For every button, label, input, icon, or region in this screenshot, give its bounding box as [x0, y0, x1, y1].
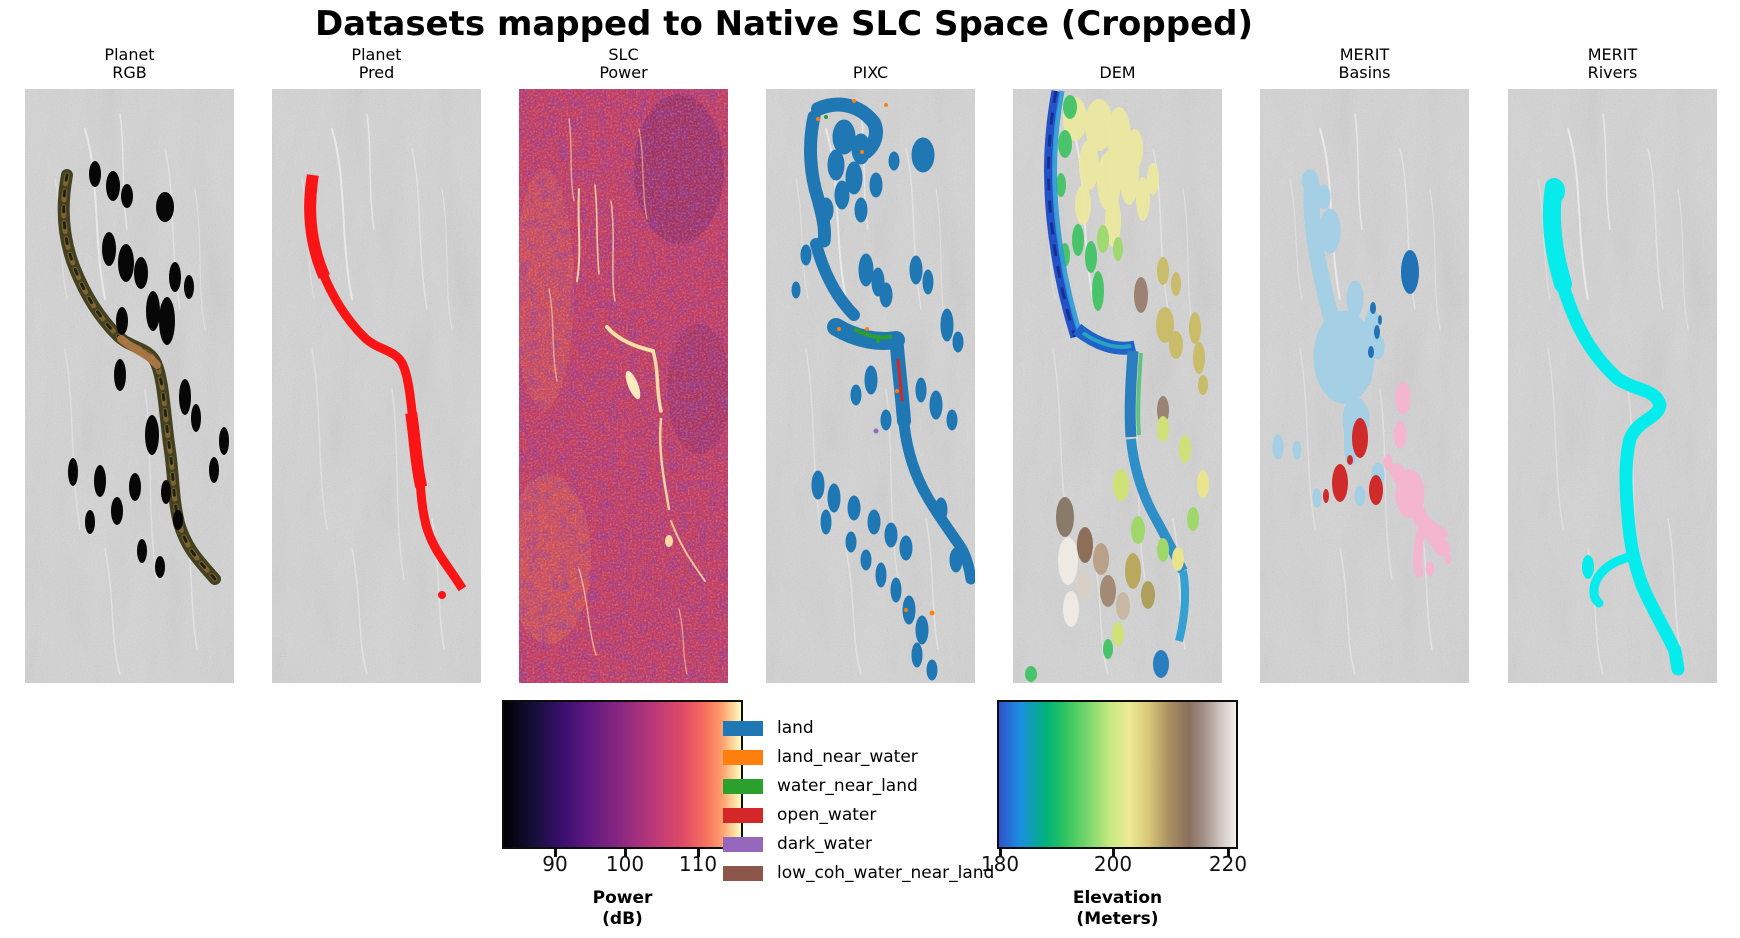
- panel-planet-pred: [272, 89, 481, 683]
- panel-title-planet-rgb: Planet RGB: [104, 45, 155, 82]
- panel-pixc: [766, 89, 975, 683]
- dem-elevation-patches: [1025, 90, 1209, 682]
- power-tick-90: [554, 849, 557, 857]
- power-tick-label-100: 100: [605, 852, 645, 876]
- planet-rgb-image: [25, 89, 234, 683]
- dem-brown-white-blobs: [1056, 497, 1155, 627]
- slc-power-image: [519, 89, 728, 683]
- panel-title-slc-power: SLC Power: [599, 45, 648, 82]
- panel-title-pixc: PIXC: [852, 63, 889, 82]
- pixc-image: [766, 89, 975, 683]
- panel-dem: [1013, 89, 1222, 683]
- power-colorbar: [502, 700, 743, 849]
- basins-red: [1323, 418, 1383, 505]
- dem-image: [1013, 89, 1222, 683]
- legend-swatch-land: [723, 720, 763, 736]
- elevation-tick-180: [999, 849, 1002, 857]
- power-tick-label-110: 110: [678, 852, 718, 876]
- panel-title-planet-pred: Planet Pred: [351, 45, 402, 82]
- figure-title: Datasets mapped to Native SLC Space (Cro…: [314, 4, 1254, 44]
- legend-item-land: land: [723, 717, 814, 739]
- elevation-tick-label-200: 200: [1093, 852, 1133, 876]
- rgb-black-blobs: [68, 161, 229, 578]
- legend-label-low-coh-water-near-land: low_coh_water_near_land: [777, 863, 995, 883]
- panel-title-merit-rivers: MERIT Rivers: [1587, 45, 1638, 82]
- power-axis-label: Power (dB): [592, 888, 653, 929]
- basins-lightblue: [1272, 169, 1385, 508]
- pixc-minor-classes: [816, 99, 935, 616]
- elevation-tick-label-180: 180: [980, 852, 1020, 876]
- legend-label-open-water: open_water: [777, 805, 877, 825]
- merit-basins-image: [1260, 89, 1469, 683]
- merit-rivers-image: [1508, 89, 1717, 683]
- legend-item-low-coh-water-near-land: low_coh_water_near_land: [723, 862, 994, 884]
- planet-pred-image: [272, 89, 481, 683]
- elevation-tick-label-220: 220: [1208, 852, 1248, 876]
- elevation-tick-200: [1112, 849, 1115, 857]
- rivers-cyan-path: [1542, 178, 1685, 676]
- panel-planet-rgb: [25, 89, 234, 683]
- pred-river-path: [304, 174, 467, 599]
- legend-item-land-near-water: land_near_water: [723, 746, 918, 768]
- legend-item-open-water: open_water: [723, 804, 876, 826]
- slc-bright-streaks: [548, 118, 706, 675]
- pixc-land-blobs: [791, 97, 975, 681]
- basins-darkblue: [1368, 250, 1419, 358]
- panel-merit-basins: [1260, 89, 1469, 683]
- legend-swatch-open-water: [723, 807, 763, 823]
- panel-merit-rivers: [1508, 89, 1717, 683]
- elevation-colorbar: [997, 700, 1238, 849]
- legend-swatch-dark-water: [723, 836, 763, 852]
- legend-swatch-land-near-water: [723, 749, 763, 765]
- legend-swatch-water-near-land: [723, 778, 763, 794]
- legend-item-dark-water: dark_water: [723, 833, 872, 855]
- power-tick-label-90: 90: [542, 852, 568, 876]
- power-tick-100: [624, 849, 627, 857]
- legend-label-dark-water: dark_water: [777, 834, 872, 854]
- power-tick-110: [697, 849, 700, 857]
- basins-pink: [1383, 381, 1452, 578]
- legend-label-land-near-water: land_near_water: [777, 747, 918, 767]
- elevation-axis-label: Elevation (Meters): [1072, 888, 1163, 929]
- legend-label-land: land: [777, 718, 814, 738]
- legend-item-water-near-land: water_near_land: [723, 775, 918, 797]
- elevation-tick-220: [1227, 849, 1230, 857]
- legend-swatch-low-coh-water-near-land: [723, 865, 763, 881]
- panel-title-dem: DEM: [1099, 63, 1136, 82]
- legend-label-water-near-land: water_near_land: [777, 776, 918, 796]
- panel-slc-power: [519, 89, 728, 683]
- panel-title-merit-basins: MERIT Basins: [1338, 45, 1391, 82]
